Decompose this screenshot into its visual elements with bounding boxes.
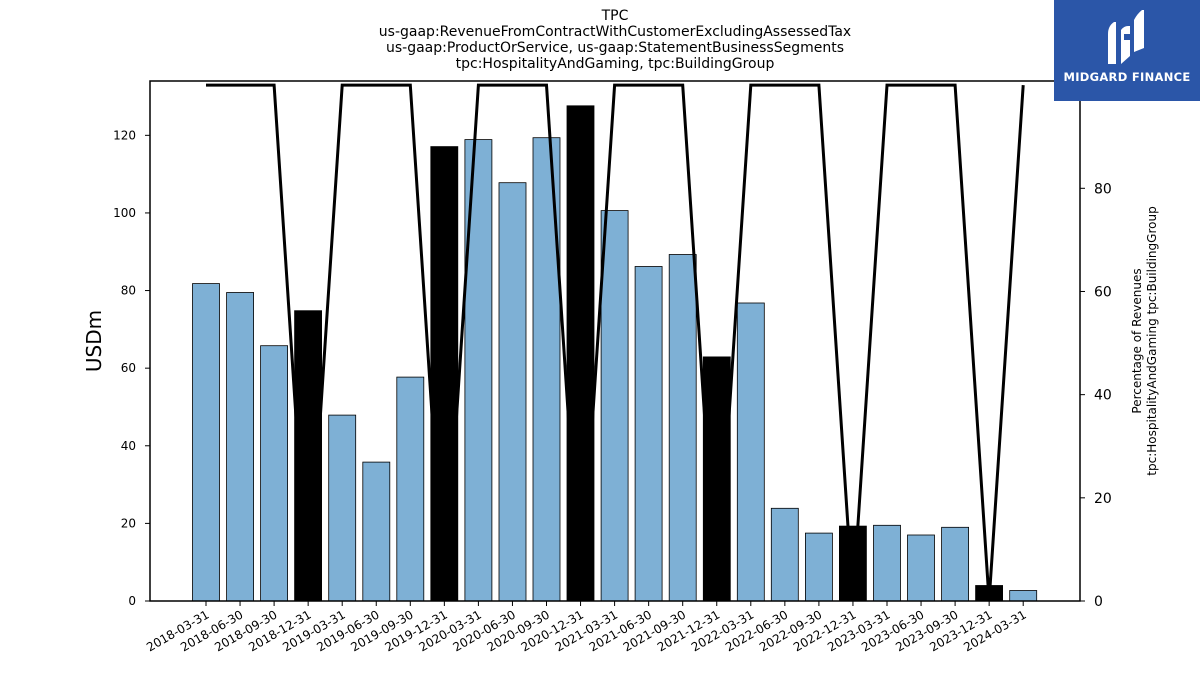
- bar-2023-03-31: [873, 524, 901, 602]
- y2-axis-label-line-1: Percentage of Revenues: [1130, 268, 1144, 413]
- bar-2023-09-30: [941, 526, 969, 602]
- bar-2018-09-30: [260, 345, 289, 602]
- bar-2022-03-31: [736, 302, 765, 602]
- chart-title-line-4: tpc:HospitalityAndGaming, tpc:BuildingGr…: [455, 56, 775, 72]
- bar-2021-06-30: [634, 266, 663, 602]
- y-axis-label: USDm: [82, 310, 106, 372]
- bar-2020-12-31: [566, 105, 595, 602]
- chart-title-line-3: us-gaap:ProductOrService, us-gaap:Statem…: [385, 40, 844, 56]
- y2-tick-label: 20: [1094, 491, 1112, 507]
- bar-2022-06-30: [770, 507, 799, 602]
- y-axis-left: 0 20 40 60 80 100 120: [113, 128, 150, 608]
- bar-2024-03-31: [1009, 590, 1038, 602]
- bar-2019-06-30: [362, 461, 391, 602]
- bar-2023-06-30: [907, 534, 935, 602]
- bar-2019-03-31: [328, 414, 357, 602]
- logo-text: MIDGARD FINANCE: [1063, 70, 1191, 84]
- percentage-line: [206, 83, 1025, 602]
- y2-tick-label: 40: [1094, 388, 1112, 404]
- bar-2021-03-31: [600, 210, 629, 602]
- chart-title-line-1: TPC: [601, 8, 629, 24]
- y-tick-label: 0: [128, 594, 136, 608]
- y2-axis-label-line-2: tpc:HospitalityAndGaming tpc:BuildingGro…: [1145, 206, 1159, 475]
- bar-2019-09-30: [396, 376, 425, 602]
- y2-tick-label: 80: [1094, 181, 1112, 197]
- y-tick-label: 120: [113, 128, 136, 142]
- bar-2019-12-31: [430, 146, 459, 602]
- bar-2020-06-30: [498, 182, 527, 602]
- y-tick-label: 80: [121, 284, 136, 298]
- bar-2018-03-31: [192, 283, 220, 602]
- chart-title-line-2: us-gaap:RevenueFromContractWithCustomerE…: [378, 24, 852, 40]
- logo-mark-icon: [1108, 10, 1144, 64]
- bars-group: [192, 105, 1038, 602]
- y2-tick-label: 60: [1094, 284, 1112, 300]
- bar-2018-06-30: [226, 292, 255, 602]
- y2-tick-label: 0: [1094, 594, 1103, 610]
- y-tick-label: 20: [121, 516, 136, 530]
- y-tick-label: 100: [113, 206, 136, 220]
- x-axis: 2018-03-312018-06-302018-09-302018-12-31…: [144, 601, 1029, 654]
- percentage-line-group: [206, 83, 1025, 602]
- bar-2022-09-30: [805, 532, 833, 602]
- y-tick-label: 40: [121, 439, 136, 453]
- midgard-finance-logo: MIDGARD FINANCE: [1054, 0, 1200, 101]
- y-tick-label: 60: [121, 361, 136, 375]
- bar-2021-09-30: [668, 254, 697, 602]
